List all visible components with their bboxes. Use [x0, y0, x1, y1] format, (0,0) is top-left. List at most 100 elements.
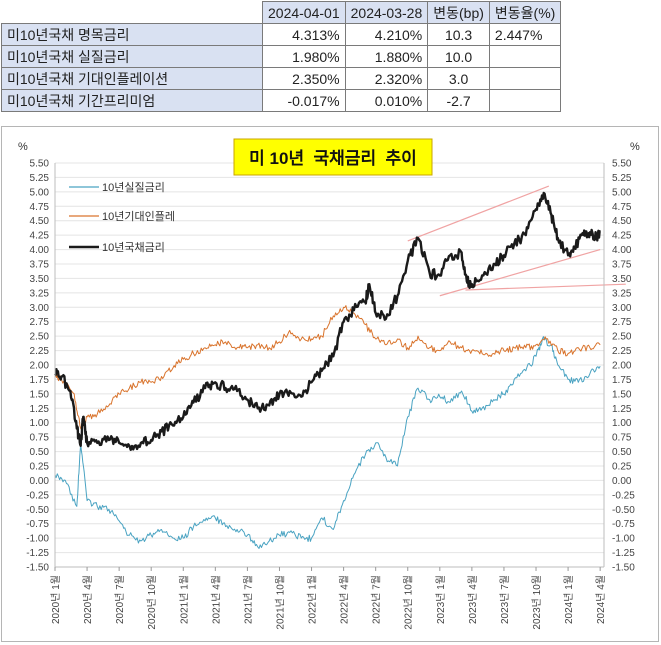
y-tick-label-left: 3.00 — [30, 303, 50, 314]
x-tick-label: 2022년 4월 — [339, 575, 351, 624]
trend-line — [465, 283, 626, 291]
x-tick-label: 2022년 10월 — [403, 575, 415, 630]
y-tick-label-left: 0.25 — [30, 462, 50, 473]
rate-summary-table: 2024-04-01 2024-03-28 변동(bp) 변동율(%) 미10년… — [1, 1, 562, 112]
row-value-1: 4.313% — [262, 23, 346, 46]
y-tick-label-left: 2.75 — [30, 317, 50, 328]
chart-title: 미 10년 국채금리 추이 — [249, 149, 417, 168]
y-tick-label-right: 3.50 — [612, 274, 632, 285]
y-tick-label-left: 1.50 — [30, 389, 50, 400]
trend-line — [439, 248, 601, 297]
y-tick-label-right: 4.75 — [612, 202, 632, 213]
y-tick-label-left: -0.75 — [26, 519, 49, 530]
x-tick-label: 2023년 7월 — [499, 575, 511, 624]
y-tick-label-left: 5.25 — [30, 173, 50, 184]
row-bp: -2.7 — [427, 89, 490, 112]
y-tick-label-left: 2.25 — [30, 346, 50, 357]
y-tick-label-left: 4.75 — [30, 202, 50, 213]
table-header-row: 2024-04-01 2024-03-28 변동(bp) 변동율(%) — [1, 1, 562, 24]
row-label: 미10년국채 기대인플레이션 — [1, 67, 263, 90]
row-value-2: 2.320% — [344, 67, 429, 90]
y-tick-label-left: 1.25 — [30, 404, 50, 415]
table-row: 미10년국채 기간프리미엄 -0.017% 0.010% -2.7 — [1, 89, 562, 112]
row-bp: 10.0 — [427, 45, 490, 68]
y-tick-label-left: 2.50 — [30, 332, 50, 343]
row-label: 미10년국채 실질금리 — [1, 45, 263, 68]
y-tick-label-right: -0.50 — [612, 505, 635, 516]
y-tick-label-right: 0.75 — [612, 433, 632, 444]
y-tick-label-left: 3.25 — [30, 288, 50, 299]
table-row: 미10년국채 실질금리 1.980% 1.880% 10.0 — [1, 45, 562, 68]
row-pct — [488, 89, 562, 112]
row-bp: 3.0 — [427, 67, 490, 90]
row-label: 미10년국채 기간프리미엄 — [1, 89, 263, 112]
y-tick-label-right: 0.50 — [612, 447, 632, 458]
y-tick-label-left: 5.50 — [30, 159, 50, 170]
legend-label: 10년실질금리 — [102, 181, 165, 194]
y-tick-label-right: -1.50 — [612, 563, 635, 574]
row-label: 미10년국채 명목금리 — [1, 23, 263, 46]
y-tick-label-left: 1.75 — [30, 375, 50, 386]
y-tick-label-right: 1.25 — [612, 404, 632, 415]
y-tick-label-right: 1.75 — [612, 375, 632, 386]
legend-label: 10년국채금리 — [102, 241, 165, 254]
y-tick-label-right: 4.25 — [612, 231, 632, 242]
x-tick-label: 2021년 4월 — [210, 575, 222, 624]
x-tick-label: 2023년 1월 — [435, 575, 447, 624]
row-value-2: 4.210% — [344, 23, 429, 46]
table-header-date2: 2024-03-28 — [344, 1, 429, 24]
x-tick-label: 2022년 7월 — [371, 575, 383, 624]
x-tick-label: 2023년 10월 — [531, 575, 543, 630]
x-tick-label: 2024년 4월 — [595, 575, 607, 624]
x-tick-label: 2020년 7월 — [114, 575, 126, 624]
y-tick-label-right: 5.00 — [612, 187, 632, 198]
y-tick-label-right: 5.25 — [612, 173, 632, 184]
y-tick-label-left: -0.50 — [26, 505, 49, 516]
y-tick-label-right: 2.00 — [612, 361, 632, 372]
series-line-2 — [54, 305, 601, 430]
y-tick-label-right: 3.00 — [612, 303, 632, 314]
y-tick-label-right: 5.50 — [612, 159, 632, 170]
table-header-date1: 2024-04-01 — [262, 1, 346, 24]
y-tick-label-right: 3.25 — [612, 288, 632, 299]
legend-label: 10년기대인플레 — [102, 210, 175, 223]
y-tick-label-right: 0.25 — [612, 462, 632, 473]
y-tick-label-left: -1.50 — [26, 563, 49, 574]
table-row: 미10년국채 명목금리 4.313% 4.210% 10.3 2.447% — [1, 23, 562, 46]
row-pct — [488, 45, 562, 68]
y-tick-label-right: 1.50 — [612, 389, 632, 400]
trend-lines — [407, 185, 626, 297]
table-header-blank — [1, 1, 263, 24]
y-tick-label-left: 0.00 — [30, 476, 50, 487]
row-value-1: -0.017% — [262, 89, 346, 112]
x-tick-label: 2020년 4월 — [82, 575, 94, 624]
table-header-pct: 변동율(%) — [488, 1, 562, 24]
rate-line-chart: -1.50 -1.50 -1.25 -1.25 -1.00 -1.00 -0.75 -0.75… — [18, 138, 640, 630]
row-value-2: 0.010% — [344, 89, 429, 112]
y-tick-label-right: 1.00 — [612, 418, 632, 429]
row-value-2: 1.880% — [344, 45, 429, 68]
table-header-bp: 변동(bp) — [427, 1, 490, 24]
table-row: 미10년국채 기대인플레이션 2.350% 2.320% 3.0 — [1, 67, 562, 90]
y-tick-label-left: -1.00 — [26, 534, 49, 545]
x-tick-label: 2022년 1월 — [307, 575, 319, 624]
series-lines — [53, 191, 601, 549]
row-value-1: 1.980% — [262, 45, 346, 68]
y-tick-label-left: 5.00 — [30, 187, 50, 198]
y-tick-label-right: -0.75 — [612, 519, 635, 530]
y-tick-label-left: 4.25 — [30, 231, 50, 242]
x-tick-label: 2021년 10월 — [274, 575, 286, 630]
y-tick-label-left: 0.50 — [30, 447, 50, 458]
y-tick-label-right: 3.75 — [612, 260, 632, 271]
y-tick-label-left: 3.50 — [30, 274, 50, 285]
y-tick-label-right: 2.50 — [612, 332, 632, 343]
y-tick-label-right: 2.25 — [612, 346, 632, 357]
left-unit-label: % — [18, 141, 28, 153]
x-tick-label: 2020년 1월 — [50, 575, 62, 624]
x-tick-label: 2023년 4월 — [467, 575, 479, 624]
x-tick-label: 2021년 7월 — [242, 575, 254, 624]
row-value-1: 2.350% — [262, 67, 346, 90]
y-tick-label-right: -0.25 — [612, 490, 635, 501]
chart-axes: -1.50 -1.50 -1.25 -1.25 -1.00 -1.00 -0.75 -0.75… — [26, 159, 635, 630]
y-tick-label-left: 4.00 — [30, 245, 50, 256]
